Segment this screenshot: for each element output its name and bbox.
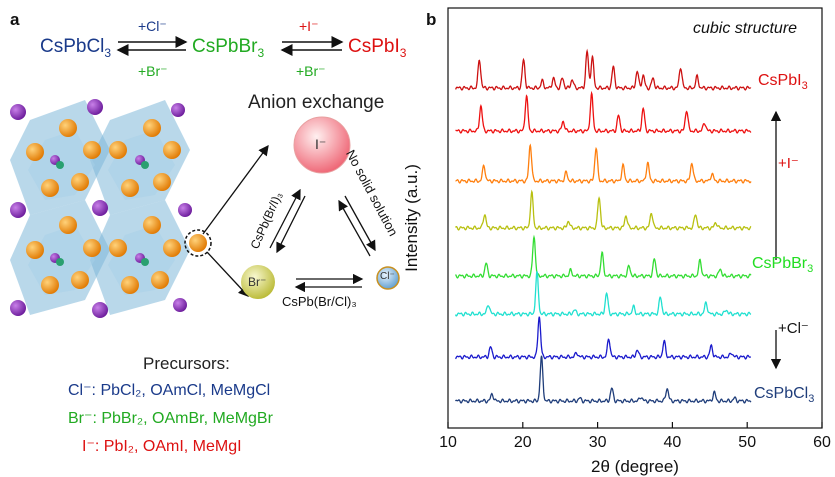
- anion-exchange-label: Anion exchange: [248, 92, 385, 113]
- arrow2-top-label: +I⁻: [299, 18, 319, 34]
- x-tick-label: 30: [589, 434, 607, 451]
- precursors-i: I⁻: PbI₂, OAmI, MeMgI: [82, 438, 242, 455]
- precursors-br: Br⁻: PbBr₂, OAmBr, MeMgBr: [68, 410, 273, 427]
- x-axis-title: 2θ (degree): [591, 457, 679, 476]
- i-cl-double-arrow: [338, 195, 376, 257]
- x-tick-label: 60: [813, 434, 831, 451]
- cubic-structure-annotation: cubic structure: [693, 20, 798, 37]
- panel-a-diagram: CsPb(Br/I)₃ No solid solution: [10, 36, 401, 318]
- x-tick-label: 40: [664, 434, 682, 451]
- xrd-series-1: [454, 48, 752, 91]
- xrd-series-4: [455, 189, 752, 231]
- x-tick-label: 10: [439, 434, 457, 451]
- precursors-title: Precursors:: [143, 354, 230, 373]
- chart-frame: [447, 7, 823, 429]
- arrow1-bottom-label: +Br⁻: [138, 63, 168, 79]
- plus-cl-label: +Cl⁻: [778, 320, 809, 337]
- perovskite-crystal-structure: [10, 99, 212, 318]
- arrow2-double-arrow: [280, 36, 344, 56]
- br-i-double-arrow: [269, 188, 306, 254]
- cspbbr3-formula: CsPbBr3: [192, 36, 265, 60]
- br-ion-label: Br⁻: [248, 275, 267, 289]
- xrd-series-layer: [454, 48, 752, 404]
- cspbi3-series-label: CsPbI3: [758, 72, 808, 93]
- cspbi3-formula: CsPbI3: [348, 36, 407, 60]
- x-axis-ticks: 10 20 30 40 50 60: [439, 422, 831, 451]
- y-axis-title: Intensity (a.u.): [402, 164, 421, 272]
- xrd-series-2: [455, 90, 752, 134]
- cspbbr3-series-label: CsPbBr3: [752, 255, 814, 276]
- br-cl-double-arrow: [294, 273, 364, 293]
- xrd-series-6: [454, 271, 752, 317]
- x-tick-label: 50: [738, 434, 756, 451]
- i-ion-label: I⁻: [315, 136, 327, 152]
- arrow1-double-arrow: [116, 36, 188, 56]
- xrd-series-8: [454, 355, 752, 404]
- cspbcl3-series-label: CsPbCl3: [754, 385, 815, 406]
- cspbcl3-formula: CsPbCl3: [40, 36, 112, 60]
- arrow1-top-label: +Cl⁻: [138, 18, 167, 34]
- xrd-series-7: [454, 316, 751, 360]
- cl-ion-label: Cl⁻: [380, 271, 395, 282]
- panel-a-label: a: [10, 10, 20, 29]
- arrow2-bottom-label: +Br⁻: [296, 63, 326, 79]
- panel-b-label: b: [426, 10, 437, 29]
- xrd-series-3: [455, 143, 752, 184]
- x-tick-label: 20: [514, 434, 532, 451]
- xrd-series-5: [455, 234, 752, 279]
- br-cl-edge-label: CsPb(Br/Cl)₃: [282, 294, 357, 309]
- plus-i-label: +I⁻: [778, 155, 799, 172]
- precursors-cl: Cl⁻: PbCl₂, OAmCl, MeMgCl: [68, 382, 271, 399]
